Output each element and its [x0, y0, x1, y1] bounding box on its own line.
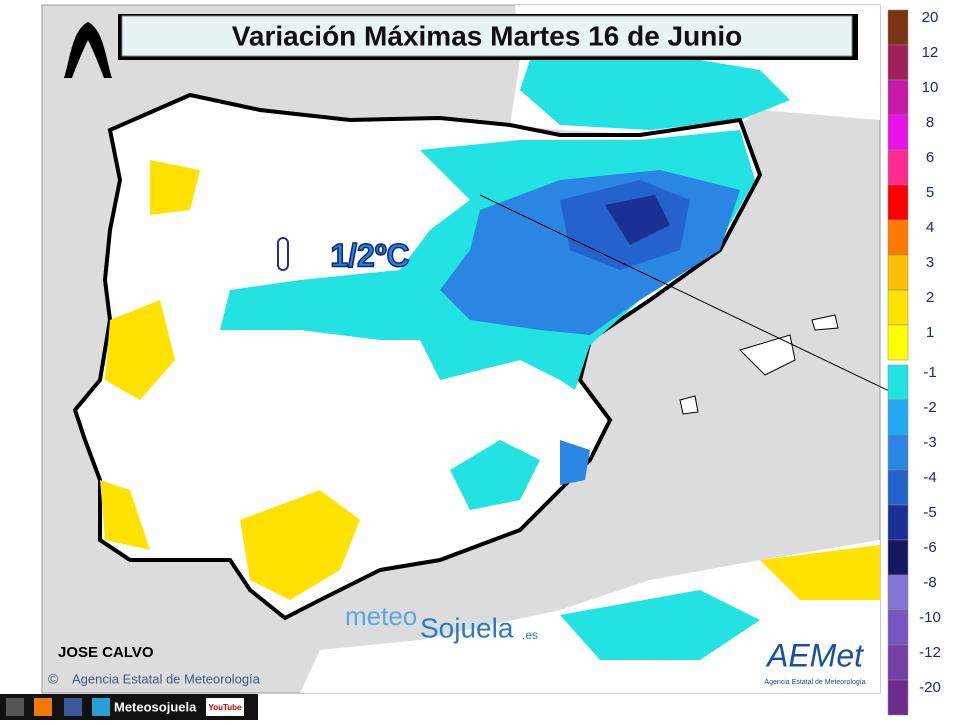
warm-anomaly — [760, 545, 880, 600]
legend-swatch — [887, 609, 909, 646]
island — [811, 314, 839, 331]
island — [739, 334, 796, 376]
thermometer-icon — [277, 237, 289, 271]
legend-swatch — [887, 539, 909, 576]
legend-swatch — [887, 644, 909, 681]
watermark: Sojuela — [420, 612, 514, 643]
footer-handle: Meteosojuela — [114, 699, 197, 714]
legend-swatch — [887, 679, 909, 716]
title-box — [121, 15, 853, 57]
legend-swatch — [887, 324, 909, 361]
logo-box — [750, 630, 878, 690]
logo-subtitle: Agencia Estatal de Meteorología — [764, 679, 865, 686]
legend-label: -6 — [923, 539, 936, 556]
legend-label: -1 — [923, 364, 936, 381]
mourning-ribbon — [64, 22, 112, 78]
legend-label: -4 — [923, 469, 936, 486]
watermark: .es — [522, 628, 538, 642]
credit: Agencia Estatal de Meteorología — [72, 671, 261, 686]
legend-label: -3 — [923, 434, 936, 451]
annotation: 1/2ºC — [330, 237, 409, 273]
legend-swatch — [887, 114, 909, 151]
social-icon — [64, 698, 82, 716]
social-icon — [92, 698, 110, 716]
logo: AEMet — [765, 637, 864, 673]
legend-swatch — [887, 44, 909, 81]
warm-anomaly — [100, 480, 150, 550]
legend-swatch — [887, 9, 909, 46]
warm-anomaly — [105, 300, 175, 400]
cold-anomaly — [605, 195, 670, 245]
pointer-line — [479, 194, 909, 401]
legend-swatch — [887, 184, 909, 221]
title: Variación Máximas Martes 16 de Junio — [232, 20, 742, 51]
legend-swatch — [887, 504, 909, 541]
legend-label: 2 — [926, 289, 934, 306]
legend-swatch — [887, 254, 909, 291]
legend-label: -10 — [919, 609, 941, 626]
legend-swatch — [887, 574, 909, 611]
legend: 20 12 10 8 6 5 4 3 2 1 -1 -2 -3 -4 -5 -6 -8 -10 -12 -20 — [887, 9, 941, 716]
legend-swatch — [887, 399, 909, 436]
legend-label: -12 — [919, 644, 941, 661]
legend-label: 12 — [922, 44, 939, 61]
legend-label: 20 — [922, 9, 939, 26]
cold-anomaly — [560, 590, 760, 660]
legend-label: -8 — [923, 574, 936, 591]
legend-label: -20 — [919, 679, 941, 696]
legend-label: 5 — [926, 184, 934, 201]
legend-label: 8 — [926, 114, 934, 131]
legend-swatch — [887, 219, 909, 256]
legend-swatch — [887, 79, 909, 116]
island — [679, 395, 699, 415]
author: JOSE CALVO — [58, 644, 154, 661]
legend-label: 1 — [926, 324, 934, 341]
legend-label: -2 — [923, 399, 936, 416]
legend-swatch — [887, 364, 909, 401]
legend-swatch — [887, 434, 909, 471]
cold-anomaly — [450, 440, 540, 510]
warm-anomaly — [150, 160, 200, 215]
social-icon — [34, 698, 52, 716]
credit-symbol: © — [48, 671, 59, 687]
social-icon — [6, 698, 24, 716]
youtube: YouTube — [208, 703, 242, 712]
cold-anomaly — [520, 40, 790, 130]
legend-label: -5 — [923, 504, 936, 521]
legend-label: 10 — [922, 79, 939, 96]
legend-swatch — [887, 469, 909, 506]
legend-swatch — [887, 289, 909, 326]
legend-label: 3 — [926, 254, 934, 271]
legend-label: 6 — [926, 149, 934, 166]
cold-anomaly — [560, 440, 590, 485]
warm-anomaly — [240, 490, 360, 600]
legend-swatch — [887, 149, 909, 186]
watermark: meteo — [345, 601, 417, 631]
youtube-box — [206, 698, 244, 716]
legend-label: 4 — [926, 219, 934, 236]
